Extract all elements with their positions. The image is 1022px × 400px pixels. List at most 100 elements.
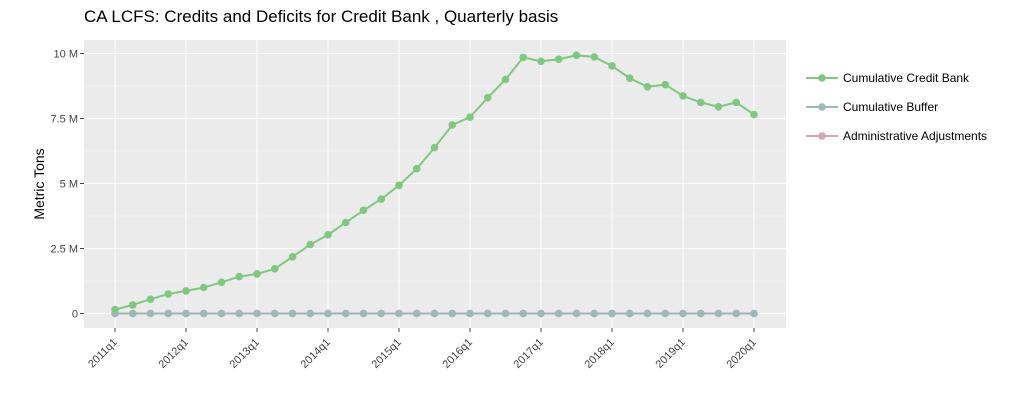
data-point [111,305,119,314]
data-point [537,57,545,66]
legend[interactable]: Cumulative Credit Bank Cumulative Buffer A… [806,71,987,143]
data-point [253,309,261,318]
data-point [146,295,155,304]
data-point [554,55,563,64]
data-point [306,309,315,318]
data-point [253,270,261,278]
series-cumulative-credit-bank [111,51,758,314]
data-point [608,309,616,318]
data-point [537,309,545,318]
x-tick-label: 2018q1 [583,336,617,370]
data-point [714,309,723,318]
data-point [519,309,528,318]
data-point [608,62,616,70]
data-point [341,309,350,318]
data-point [128,309,137,318]
series-layer [111,51,758,318]
data-point [235,309,244,318]
y-axis-label: Metric Tons [31,148,47,219]
data-point [661,80,670,89]
legend-label: Cumulative Credit Bank [843,71,970,85]
x-tick-label: 2015q1 [370,336,404,370]
y-tick-label: 5 M [60,179,78,191]
data-point [430,143,439,152]
data-point [466,113,474,121]
data-point [430,309,439,318]
data-point [572,51,581,60]
data-point [732,98,741,107]
data-point [146,309,155,318]
data-point [750,110,758,119]
data-point [217,309,226,318]
data-point [625,309,634,318]
data-point [554,309,563,318]
legend-item[interactable]: Cumulative Buffer [806,100,938,114]
data-point [395,309,403,318]
data-point [359,206,368,215]
data-point [270,264,279,273]
data-point [412,164,421,173]
legend-swatch-marker [818,132,826,140]
data-point [696,98,705,107]
data-point [324,230,332,239]
data-point [341,218,350,227]
x-axis: 2011q1 2012q1 2013q1 2014q1 2015q1 2016q1 2017… [86,328,759,371]
data-point [501,75,510,84]
data-point [217,278,226,287]
series-cumulative-buffer [111,309,758,318]
data-point [448,309,457,318]
data-point [590,309,599,318]
data-point [182,287,190,295]
data-point [199,283,208,292]
x-tick-label: 2017q1 [512,336,546,370]
x-tick-label: 2019q1 [654,336,688,370]
data-point [696,309,705,318]
x-tick-label: 2016q1 [441,336,475,370]
legend-swatch-marker [818,103,826,111]
data-point [270,309,279,318]
data-point [448,121,457,129]
data-point [412,309,421,318]
data-point [483,309,492,318]
data-point [395,181,403,190]
data-point [164,309,173,318]
data-point [306,240,315,249]
data-point [377,309,386,318]
data-point [750,309,758,318]
x-tick-label: 2012q1 [157,336,191,370]
data-point [483,93,492,102]
data-point [643,82,652,91]
data-point [501,309,510,318]
data-point [679,309,687,318]
data-point [288,309,297,318]
data-point [590,53,599,61]
data-point [466,309,474,318]
legend-item[interactable]: Cumulative Credit Bank [806,71,970,85]
data-point [359,309,368,318]
data-point [182,309,190,318]
data-point [732,309,741,318]
data-point [679,92,687,100]
chart-title: CA LCFS: Credits and Deficits for Credit… [84,7,558,26]
legend-label: Administrative Adjustments [843,129,987,143]
data-point [714,103,723,111]
data-point [625,74,634,82]
y-tick-label: 0 [72,309,78,321]
data-point [235,272,244,281]
data-point [377,195,386,203]
y-tick-label: 2.5 M [50,244,78,256]
x-tick-label: 2014q1 [299,336,333,370]
legend-label: Cumulative Buffer [843,100,938,114]
legend-swatch-marker [818,74,826,82]
x-tick-label: 2020q1 [725,336,759,370]
legend-item[interactable]: Administrative Adjustments [806,129,987,143]
x-tick-label: 2011q1 [86,336,120,370]
data-point [519,53,528,62]
y-axis: 0 2.5 M 5 M 7.5 M 10 M [50,49,84,321]
data-point [572,309,581,318]
data-point [324,309,332,318]
data-point [661,309,670,318]
data-point [164,290,173,298]
data-point [643,309,652,318]
